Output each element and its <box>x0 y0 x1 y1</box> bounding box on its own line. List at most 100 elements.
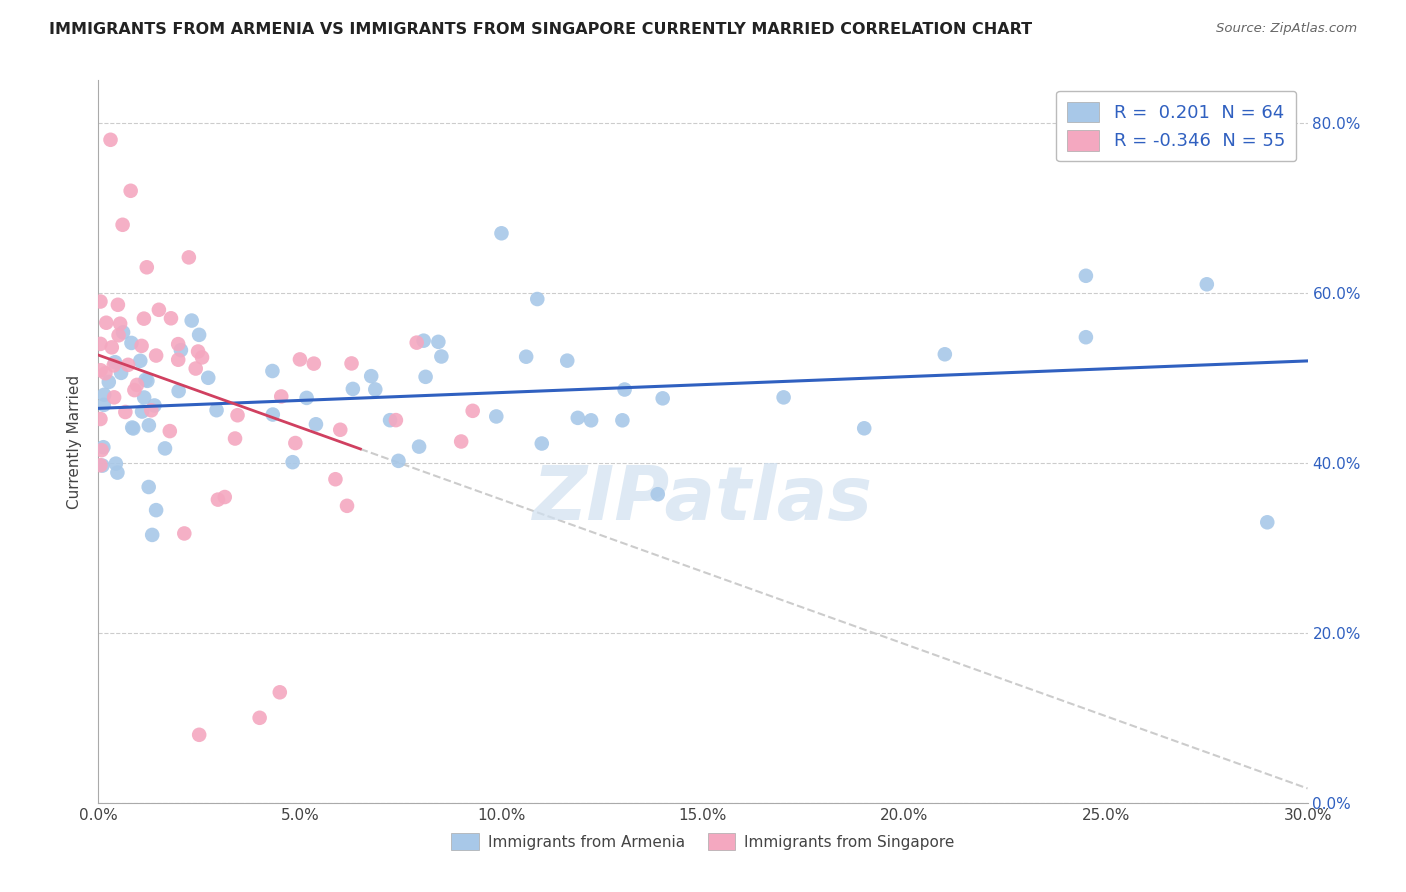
Point <box>412 334 434 348</box>
Point <box>138 480 160 494</box>
Point <box>108 317 131 331</box>
Point <box>89 458 111 473</box>
Point <box>129 353 152 368</box>
Point <box>405 335 427 350</box>
Point <box>134 373 156 387</box>
Point <box>101 340 124 354</box>
Point <box>159 424 181 438</box>
Point <box>305 417 328 432</box>
Text: ZIPatlas: ZIPatlas <box>533 463 873 536</box>
Point <box>167 352 190 367</box>
Point <box>187 344 209 359</box>
Point <box>89 412 111 426</box>
Point <box>262 364 284 378</box>
Point <box>385 413 408 427</box>
Point <box>450 434 472 449</box>
Text: IMMIGRANTS FROM ARMENIA VS IMMIGRANTS FROM SINGAPORE CURRENTLY MARRIED CORRELATI: IMMIGRANTS FROM ARMENIA VS IMMIGRANTS FR… <box>49 22 1032 37</box>
Point <box>160 311 183 326</box>
Point <box>103 390 125 404</box>
Point <box>579 413 602 427</box>
Point <box>364 383 387 397</box>
Point <box>180 313 202 327</box>
Point <box>427 334 450 349</box>
Point <box>302 357 325 371</box>
Point <box>612 413 634 427</box>
Y-axis label: Currently Married: Currently Married <box>67 375 83 508</box>
Point <box>262 408 284 422</box>
Point <box>107 466 129 480</box>
Point <box>387 454 409 468</box>
Point <box>167 384 190 398</box>
Point <box>197 371 219 385</box>
Point <box>89 337 111 351</box>
Point <box>136 374 159 388</box>
Point <box>491 227 513 241</box>
Legend: Immigrants from Armenia, Immigrants from Singapore: Immigrants from Armenia, Immigrants from… <box>446 827 960 856</box>
Point <box>132 311 155 326</box>
Point <box>134 391 156 405</box>
Point <box>360 369 382 384</box>
Point <box>170 343 193 358</box>
Point <box>103 359 125 373</box>
Point <box>284 436 307 450</box>
Point <box>772 390 794 404</box>
Point <box>295 391 318 405</box>
Point <box>1074 330 1097 344</box>
Point <box>121 335 143 350</box>
Point <box>1195 277 1218 292</box>
Point <box>567 410 589 425</box>
Point <box>461 404 484 418</box>
Point <box>93 398 115 412</box>
Point <box>89 294 111 309</box>
Point <box>107 298 129 312</box>
Point <box>96 316 118 330</box>
Point <box>124 383 146 397</box>
Point <box>184 361 207 376</box>
Point <box>141 528 163 542</box>
Point <box>336 499 359 513</box>
Point <box>647 487 669 501</box>
Point <box>1256 516 1278 530</box>
Point <box>214 490 236 504</box>
Point <box>224 432 246 446</box>
Point <box>143 399 166 413</box>
Point <box>148 302 170 317</box>
Point <box>104 355 127 369</box>
Point <box>110 366 132 380</box>
Point <box>651 392 673 406</box>
Point <box>112 326 135 340</box>
Point <box>269 685 291 699</box>
Point <box>526 292 548 306</box>
Point <box>188 728 211 742</box>
Point <box>378 413 401 427</box>
Point <box>93 440 115 454</box>
Point <box>104 457 127 471</box>
Point <box>530 436 553 450</box>
Point <box>342 382 364 396</box>
Point <box>177 251 200 265</box>
Point <box>934 347 956 361</box>
Point <box>145 349 167 363</box>
Point <box>111 218 134 232</box>
Point <box>153 442 176 456</box>
Point <box>205 403 228 417</box>
Point <box>125 378 148 392</box>
Point <box>188 327 211 342</box>
Point <box>145 503 167 517</box>
Point <box>340 356 363 370</box>
Point <box>122 421 145 435</box>
Point <box>91 458 114 473</box>
Point <box>853 421 876 435</box>
Point <box>138 418 160 433</box>
Point <box>329 423 352 437</box>
Point <box>408 440 430 454</box>
Point <box>1074 268 1097 283</box>
Point <box>97 375 120 389</box>
Point <box>555 353 578 368</box>
Point <box>207 492 229 507</box>
Point <box>107 328 129 343</box>
Point <box>117 358 139 372</box>
Point <box>120 184 142 198</box>
Point <box>485 409 508 424</box>
Point <box>270 389 292 403</box>
